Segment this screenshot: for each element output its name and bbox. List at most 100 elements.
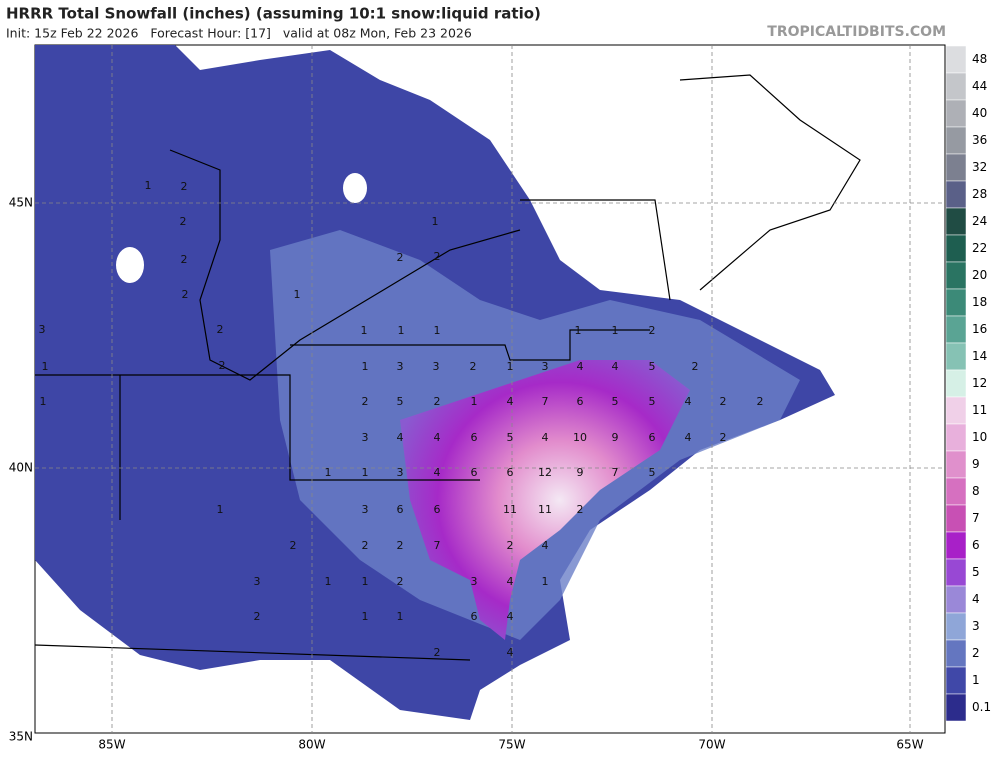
snowfall-label: 3 [433,360,440,373]
colorbar-swatch [945,72,967,101]
snowfall-label: 4 [612,360,619,373]
colorbar-swatch [945,639,967,668]
colorbar-label: 28 [972,187,987,201]
snowfall-label: 6 [507,466,514,479]
snowfall-label: 1 [325,466,332,479]
colorbar-label: 16 [972,322,987,336]
snowfall-label: 6 [471,610,478,623]
snowfall-label: 4 [507,395,514,408]
colorbar-label: 20 [972,268,987,282]
colorbar-label: 2 [972,646,980,660]
snowfall-label: 6 [577,395,584,408]
snowfall-label: 9 [612,431,619,444]
colorbar-label: 32 [972,160,987,174]
snowfall-label: 1 [361,324,368,337]
lon-label: 85W [98,738,125,752]
colorbar-swatch [945,261,967,290]
colorbar-label: 48 [972,52,987,66]
snowfall-label: 1 [397,610,404,623]
colorbar-swatch [945,450,967,479]
snowfall-label: 5 [649,395,656,408]
colorbar-swatch [945,666,967,695]
colorbar-swatch [945,504,967,533]
snowfall-label: 6 [471,466,478,479]
snowfall-label: 6 [397,503,404,516]
snowfall-label: 4 [507,610,514,623]
lon-label: 75W [498,738,525,752]
snowfall-label: 2 [254,610,261,623]
colorbar-label: 5 [972,565,980,579]
colorbar-label: 1 [972,673,980,687]
boundaries [34,74,861,661]
lon-label: 80W [298,738,325,752]
snowfall-label: 12 [538,466,552,479]
lat-label: 45N [9,196,33,210]
colorbar-swatch [945,315,967,344]
snowfall-label: 2 [180,215,187,228]
colorbar-swatch [945,180,967,209]
snowfall-label: 5 [649,360,656,373]
colorbar-swatch [945,693,967,722]
colorbar-label: 8 [972,484,980,498]
snowfall-label: 2 [649,324,656,337]
snowfall-label: 4 [507,646,514,659]
colorbar-swatch [945,477,967,506]
snowfall-label: 4 [685,431,692,444]
snowfall-label: 2 [434,395,441,408]
snowfall-label: 1 [362,610,369,623]
colorbar-swatch [945,423,967,452]
colorbar-label: 7 [972,511,980,525]
snowfall-label: 2 [290,539,297,552]
graticule [35,45,945,733]
colorbar-label: 24 [972,214,987,228]
lon-label: 65W [896,738,923,752]
lat-label: 35N [9,730,33,744]
snowfall-label: 5 [612,395,619,408]
snowfall-label: 11 [503,503,517,516]
snowfall-label: 7 [612,466,619,479]
snowfall-label: 7 [434,539,441,552]
colorbar-label: 3 [972,619,980,633]
snowfall-label: 2 [217,323,224,336]
snowfall-label: 3 [397,360,404,373]
snowfall-label: 1 [612,324,619,337]
colorbar-swatch [945,99,967,128]
snowfall-label: 4 [542,431,549,444]
title: HRRR Total Snowfall (inches) (assuming 1… [6,5,541,23]
colorbar-swatch [945,369,967,398]
snowfall-label: 6 [434,503,441,516]
snowfall-label: 1 [42,360,49,373]
snowfall-label: 1 [217,503,224,516]
colorbar-label: 40 [972,106,987,120]
colorbar-label: 36 [972,133,987,147]
colorbar-label: 0.1 [972,700,991,714]
colorbar-label: 11 [972,403,987,417]
lon-label: 70W [698,738,725,752]
snowfall-label: 1 [434,324,441,337]
colorbar-swatch [945,153,967,182]
snowfall-label: 3 [471,575,478,588]
snowfall-label: 4 [542,539,549,552]
colorbar-swatch [945,531,967,560]
snowfall-label: 2 [470,360,477,373]
snowfall-label: 2 [219,359,226,372]
snowfall-label: 5 [397,395,404,408]
colorbar-swatch [945,288,967,317]
snowfall-label: 3 [397,466,404,479]
snowfall-label: 2 [692,360,699,373]
snowfall-label: 4 [434,466,441,479]
colorbar-swatch [945,126,967,155]
snowfall-label: 1 [325,575,332,588]
snowfall-label: 1 [40,395,47,408]
snowfall-label: 2 [720,431,727,444]
colorbar-label: 6 [972,538,980,552]
snowfall-label: 2 [434,646,441,659]
snowfall-label: 2 [397,539,404,552]
snowfall-label: 2 [434,250,441,263]
colorbar-swatch [945,234,967,263]
snowfall-label: 2 [181,253,188,266]
snowfall-label: 2 [362,395,369,408]
colorbar-label: 44 [972,79,987,93]
snowfall-label: 2 [181,180,188,193]
snowfall-label: 1 [507,360,514,373]
